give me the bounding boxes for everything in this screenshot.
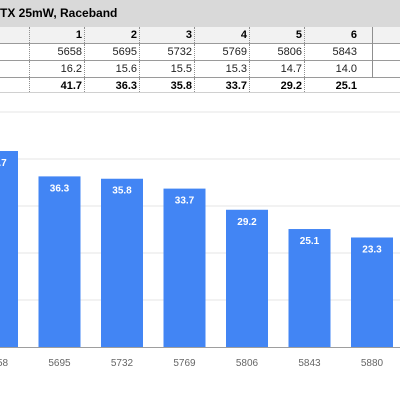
row-b-cell-6[interactable]: 25.1: [304, 78, 359, 92]
header-cell-4[interactable]: 4: [194, 27, 249, 43]
row-a-cell-5[interactable]: 14.7: [249, 61, 304, 77]
row-b-cell-3[interactable]: 35.8: [139, 78, 194, 92]
header-cell-1[interactable]: 1: [29, 27, 84, 43]
column-edge-line: [372, 27, 373, 78]
header-row: 1 2 3 4 5 6: [0, 27, 400, 44]
row-a-cell-2[interactable]: 15.6: [84, 61, 139, 77]
bar-5880[interactable]: [351, 237, 393, 347]
bar-value-label-5880: 23.3: [362, 244, 382, 255]
spreadsheet-table: TX 25mW, Raceband 1 2 3 4 5 6 5658 5695 …: [0, 0, 400, 92]
bar-5732[interactable]: [101, 178, 143, 347]
freq-cell-4[interactable]: 5769: [194, 44, 249, 60]
bar-value-label-5732: 35.8: [112, 186, 132, 197]
freq-cell-1[interactable]: 5658: [29, 44, 84, 60]
row-b-cell-1[interactable]: 41.7: [29, 78, 84, 92]
bar-value-label-5658: 41.7: [0, 158, 7, 169]
x-tick-label-5695: 5695: [48, 358, 71, 369]
bar-value-label-5806: 29.2: [237, 217, 257, 228]
freq-cell-2[interactable]: 5695: [84, 44, 139, 60]
header-cell-5[interactable]: 5: [249, 27, 304, 43]
bar-5695[interactable]: [38, 176, 81, 347]
value-row-a: 16.2 15.6 15.5 15.3 14.7 14.0: [0, 61, 400, 78]
frequency-row: 5658 5695 5732 5769 5806 5843: [0, 44, 400, 61]
x-tick-label-5806: 5806: [236, 358, 259, 369]
bar-chart-svg: 41.7 5658 36.3 5695 35.8 5732 33.7 5769 29.2 5806…: [0, 111, 400, 369]
row-a-cell-6[interactable]: 14.0: [304, 61, 359, 77]
x-tick-label-5658: 5658: [0, 358, 9, 369]
bar-chart: 41.7 5658 36.3 5695 35.8 5732 33.7 5769 29.2 5806…: [0, 93, 400, 400]
value-row-b: 41.7 36.3 35.8 33.7 29.2 25.1: [0, 78, 400, 92]
x-tick-label-5769: 5769: [173, 358, 196, 369]
bar-5806[interactable]: [226, 209, 268, 347]
x-tick-label-5880: 5880: [361, 358, 384, 369]
row-b-cell-5[interactable]: 29.2: [249, 78, 304, 92]
freq-cell-5[interactable]: 5806: [249, 44, 304, 60]
header-cell-3[interactable]: 3: [139, 27, 194, 43]
sheet-chart-separator: [0, 92, 400, 93]
bar-5769[interactable]: [163, 188, 206, 347]
x-tick-label-5732: 5732: [111, 358, 134, 369]
header-cell-6[interactable]: 6: [304, 27, 359, 43]
x-tick-label-5843: 5843: [298, 358, 321, 369]
freq-cell-3[interactable]: 5732: [139, 44, 194, 60]
header-cell-2[interactable]: 2: [84, 27, 139, 43]
bar-5843[interactable]: [288, 229, 331, 347]
bar-value-label-5695: 36.3: [50, 183, 70, 194]
bar-value-label-5843: 25.1: [300, 236, 320, 247]
row-a-cell-4[interactable]: 15.3: [194, 61, 249, 77]
bar-value-label-5769: 33.7: [175, 196, 195, 207]
bar-5658[interactable]: [0, 151, 18, 347]
row-a-cell-1[interactable]: 16.2: [29, 61, 84, 77]
freq-cell-6[interactable]: 5843: [304, 44, 359, 60]
sheet-title-row: TX 25mW, Raceband: [0, 0, 400, 28]
row-b-cell-4[interactable]: 33.7: [194, 78, 249, 92]
row-a-cell-3[interactable]: 15.5: [139, 61, 194, 77]
row-b-cell-2[interactable]: 36.3: [84, 78, 139, 92]
sheet-title: TX 25mW, Raceband: [0, 6, 118, 20]
